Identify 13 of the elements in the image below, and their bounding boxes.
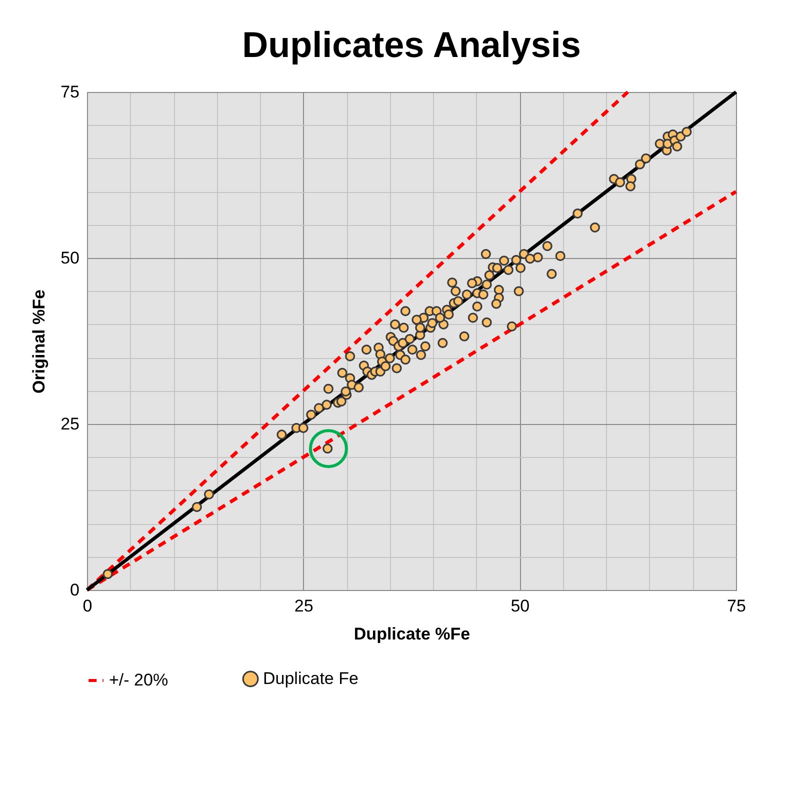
y-tick-label: 0 — [70, 580, 80, 600]
y-axis-title: Original %Fe — [30, 290, 49, 394]
x-tick-label: 50 — [510, 596, 530, 616]
y-tick-label: 50 — [60, 248, 80, 268]
legend-label: Duplicate Fe — [263, 668, 358, 688]
x-axis-title: Duplicate %Fe — [354, 624, 470, 644]
x-tick-label: 25 — [294, 596, 314, 616]
y-tick-label: 25 — [60, 414, 80, 434]
x-tick-label: 0 — [82, 596, 92, 616]
chart-title: Duplicates Analysis — [242, 24, 581, 65]
y-tick-label: 75 — [60, 82, 80, 102]
legend-label: +/- 20% — [109, 670, 168, 690]
x-tick-label: 75 — [727, 596, 746, 616]
